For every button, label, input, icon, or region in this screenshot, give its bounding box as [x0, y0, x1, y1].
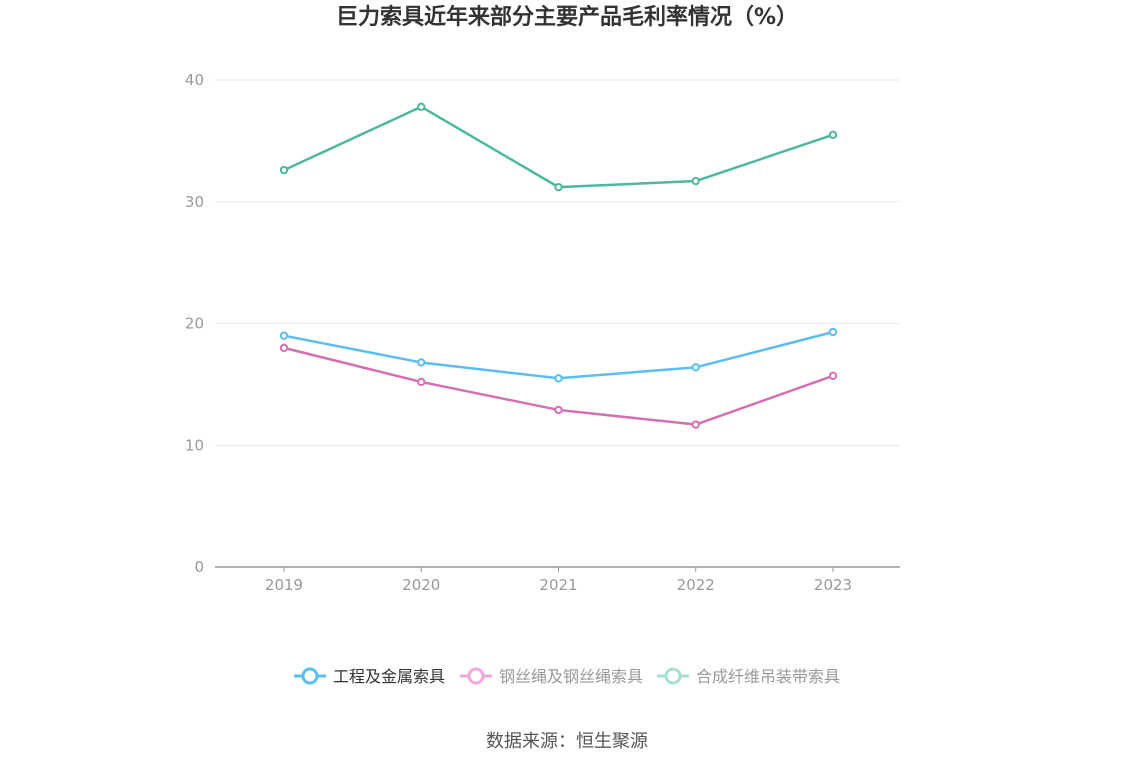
legend-marker: [301, 667, 319, 685]
x-tick-label: 2023: [814, 576, 852, 594]
data-point[interactable]: [417, 377, 426, 387]
legend-item[interactable]: 工程及金属索具: [294, 667, 445, 686]
data-point[interactable]: [691, 363, 700, 372]
series-2: [279, 343, 838, 429]
data-point[interactable]: [279, 343, 289, 353]
x-tick-label: 2020: [402, 576, 440, 594]
legend[interactable]: 工程及金属索具 钢丝绳及钢丝绳索具 合成纤维吊装带索具: [294, 667, 840, 686]
data-point[interactable]: [828, 327, 838, 337]
data-point[interactable]: [691, 176, 700, 186]
y-axis-ticks: 0 10 20 30 40: [185, 71, 204, 576]
source-note: 数据来源：恒生聚源: [486, 731, 648, 752]
y-tick-label: 0: [194, 558, 204, 576]
data-point[interactable]: [828, 130, 838, 139]
data-point[interactable]: [417, 102, 426, 111]
series-line: [283, 105, 834, 189]
series-1: [279, 327, 838, 383]
x-axis: 2019 2020 2021 2022 2023: [215, 566, 900, 594]
y-tick-label: 40: [185, 71, 204, 89]
x-tick-label: 2021: [539, 576, 577, 594]
grid: [215, 79, 900, 446]
data-point[interactable]: [554, 374, 563, 383]
data-point[interactable]: [279, 331, 289, 340]
series-group: [279, 102, 838, 429]
data-point[interactable]: [828, 371, 838, 381]
data-point[interactable]: [417, 358, 426, 367]
y-tick-label: 30: [185, 193, 204, 211]
chart-title: 巨力索具近年来部分主要产品毛利率情况（%）: [336, 4, 798, 30]
data-point[interactable]: [554, 182, 563, 192]
data-point[interactable]: [279, 165, 289, 175]
legend-label: 钢丝绳及钢丝绳索具: [499, 667, 643, 686]
x-tick-label: 2022: [677, 576, 715, 594]
legend-item[interactable]: 合成纤维吊装带索具: [657, 667, 840, 686]
y-tick-label: 20: [185, 315, 204, 333]
legend-marker: [664, 667, 682, 685]
legend-label: 合成纤维吊装带索具: [696, 667, 840, 686]
legend-label: 工程及金属索具: [333, 667, 445, 686]
series-line: [283, 330, 834, 380]
legend-marker: [467, 667, 485, 685]
series-3: [279, 102, 838, 192]
legend-item[interactable]: 钢丝绳及钢丝绳索具: [460, 667, 643, 686]
x-tick-label: 2019: [265, 576, 303, 594]
data-point[interactable]: [554, 405, 563, 415]
y-tick-label: 10: [185, 436, 204, 454]
data-point[interactable]: [691, 420, 700, 429]
